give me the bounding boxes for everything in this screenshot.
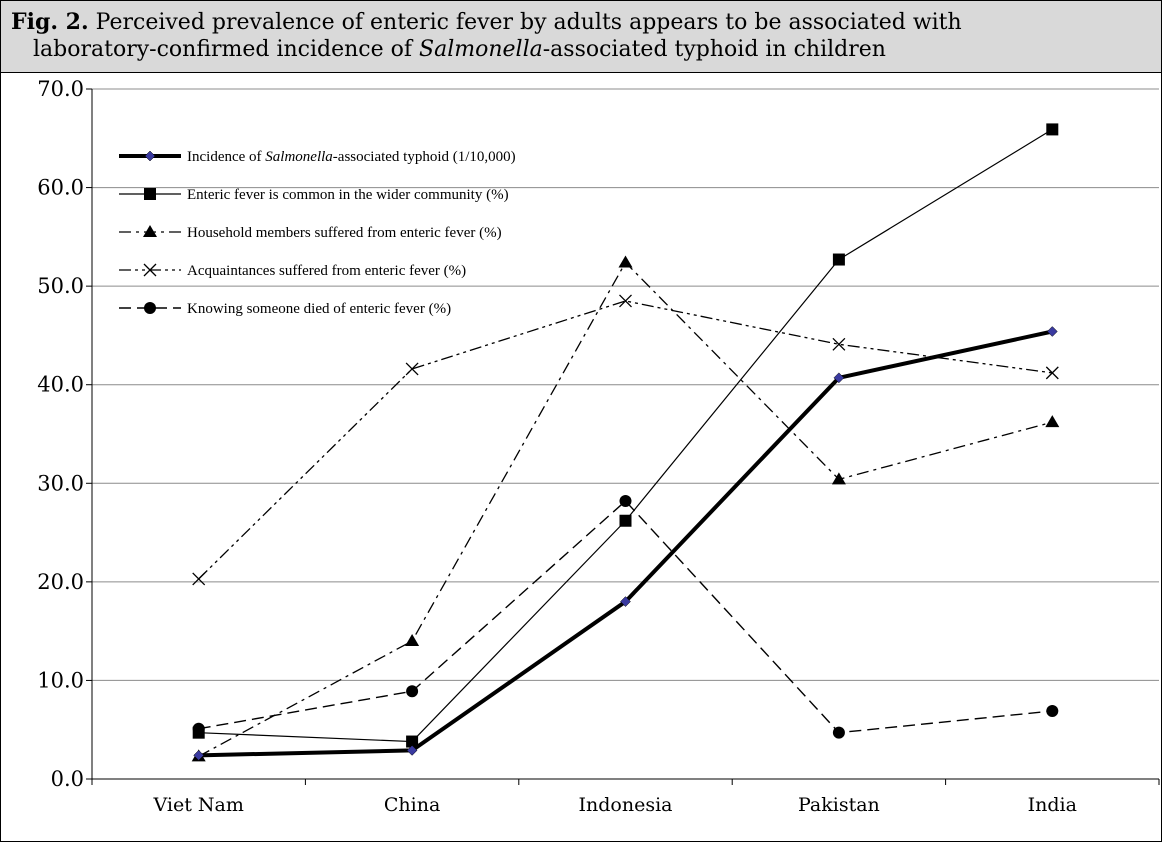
point-x [832,337,846,351]
legend-label: Acquaintances suffered from enteric feve… [187,263,466,279]
legend-label: Household members suffered from enteric … [187,225,502,241]
point-square [406,735,419,748]
series-1 [193,326,1058,761]
point-diamond [144,150,156,162]
legend-label: Knowing someone died of enteric fever (%… [187,301,451,317]
point-triangle [618,255,633,268]
point-x [143,263,157,277]
x-tick-label: India [1028,794,1077,816]
series-5 [192,495,1059,739]
x-tick-label: Pakistan [798,794,880,816]
y-tick-label: 40.0 [37,373,84,397]
legend-label: Enteric fever is common in the wider com… [187,187,509,203]
point-x [192,572,206,586]
figure-label: Fig. 2. [11,9,89,35]
x-tick-label: Indonesia [579,794,673,816]
point-x [405,362,419,376]
legend-entry: Enteric fever is common in the wider com… [119,187,509,203]
point-circle [619,495,632,508]
series-line [198,300,1053,580]
point-square [144,188,156,200]
legend-entry: Incidence of Salmonella-associated typho… [119,149,516,165]
series-line [198,329,1053,758]
point-square [619,514,632,527]
point-circle [1046,704,1059,717]
y-tick-label: 20.0 [37,570,84,594]
x-axis: Viet Nam China Indonesia Pakistan India [91,89,1160,816]
series-group [191,123,1060,762]
series-line [198,261,1053,757]
y-axis-ticks: 0.0 10.0 20.0 30.0 40.0 50.0 60.0 70.0 [37,77,92,791]
caption-text-2b: -associated typhoid in children [542,37,886,62]
x-tick-label: China [384,794,440,816]
caption-text-1: Perceived prevalence of enteric fever by… [88,10,962,35]
gridlines [92,88,1159,681]
point-diamond [406,745,418,756]
point-x [619,294,632,308]
caption-header: Fig. 2. Perceived prevalence of enteric … [1,1,1161,73]
point-circle [192,722,205,735]
point-diamond [193,749,205,761]
series-line [198,128,1053,743]
legend-entry: Knowing someone died of enteric fever (%… [119,301,451,317]
series-2 [192,123,1059,748]
line-chart: 0.0 10.0 20.0 30.0 40.0 50.0 60.0 70.0 Viet Nam… [37,77,1160,816]
caption-line-1: Fig. 2. Perceived prevalence of enteric … [11,9,962,36]
point-triangle [831,472,846,485]
point-square [1046,123,1059,136]
legend-label: Incidence of Salmonella-associated typho… [187,149,516,165]
series-4 [192,294,1059,586]
point-triangle [143,225,157,237]
point-diamond [1046,326,1058,337]
y-tick-label: 30.0 [37,471,84,495]
y-tick-label: 0.0 [51,767,84,791]
point-circle [832,726,845,739]
caption-text-2a: laboratory-confirmed incidence of [33,37,420,62]
legend-entry: Household members suffered from enteric … [119,225,502,241]
y-tick-label: 60.0 [37,176,84,200]
point-diamond [833,372,845,384]
x-tick-label: Viet Nam [153,794,244,816]
point-square [832,253,845,266]
series-3 [191,255,1060,762]
point-triangle [405,634,420,646]
series-line [198,500,1053,734]
legend-entry: Acquaintances suffered from enteric feve… [119,263,466,279]
caption-italic: Salmonella [419,37,543,62]
point-circle [144,302,156,314]
point-x [1045,366,1059,380]
point-triangle [1045,415,1060,428]
legend: Incidence of Salmonella-associated typho… [119,149,516,317]
point-circle [406,685,419,698]
point-diamond [620,596,631,607]
y-tick-label: 10.0 [37,668,84,692]
y-tick-label: 50.0 [37,274,84,298]
caption-line-2: laboratory-confirmed incidence of Salmon… [33,37,886,63]
y-tick-label: 70.0 [37,77,84,101]
